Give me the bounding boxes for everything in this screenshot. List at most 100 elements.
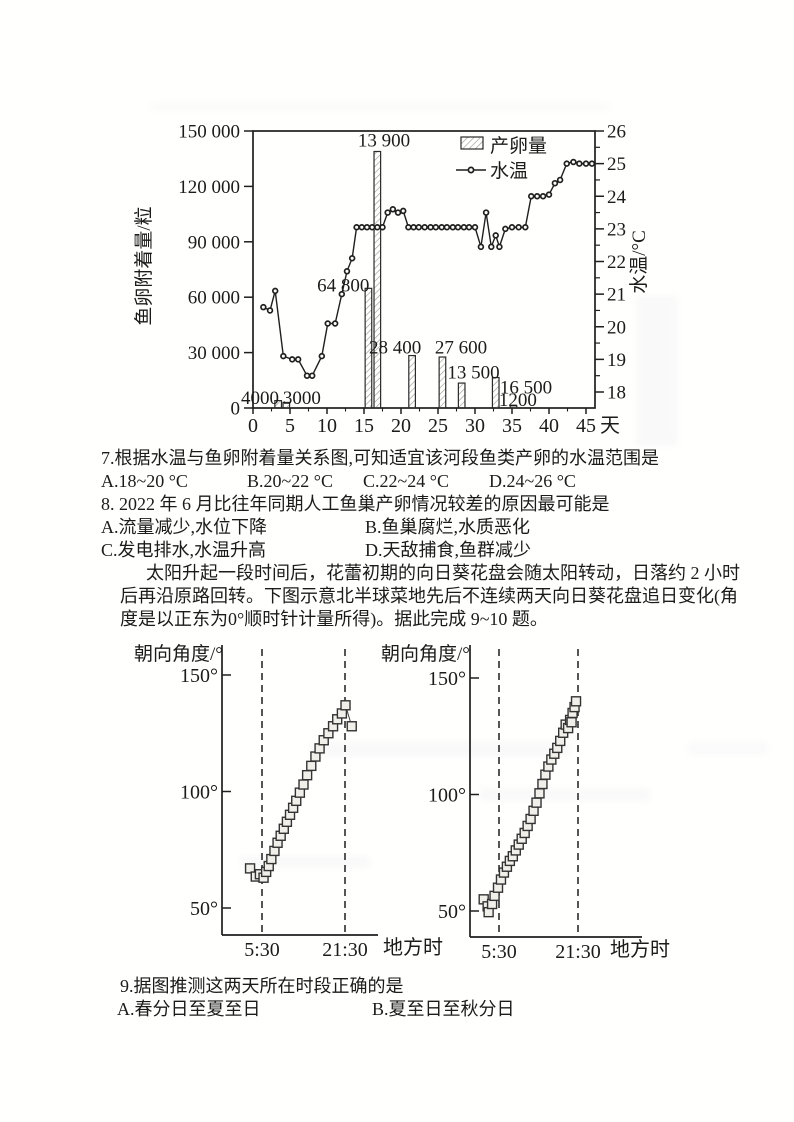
water-temperature-point bbox=[415, 223, 423, 231]
water-temperature-point bbox=[427, 223, 434, 231]
bar-value-label: 13 900 bbox=[358, 131, 410, 152]
water-temperature-point bbox=[363, 223, 371, 231]
water-temperature-point bbox=[488, 243, 495, 251]
water-temperature-point bbox=[399, 207, 407, 215]
legend-line-label: 水温 bbox=[490, 160, 528, 182]
water-temperature-point bbox=[449, 223, 457, 231]
x-axis-title: 地方时 bbox=[383, 936, 443, 959]
water-temperature-point bbox=[303, 372, 311, 379]
water-temperature-point bbox=[288, 356, 296, 363]
y-axis-tick-label: 100° bbox=[180, 782, 218, 804]
y-axis-title: 朝向角度/° bbox=[381, 643, 470, 665]
egg-temperature-chart: 150 000 120 000 90 000 60 000 30 000 0 26 25 24 2… bbox=[133, 122, 650, 438]
water-temperature-point bbox=[515, 223, 522, 231]
question-9-stem: 9.据图推测这两天所在时段正确的是 bbox=[120, 976, 404, 996]
right-axis-tick-label: 22 bbox=[607, 252, 626, 273]
scatter-square-point bbox=[537, 778, 548, 790]
water-temperature-point bbox=[405, 223, 412, 231]
bar-value-label: 4000 bbox=[241, 388, 279, 409]
scan-smudge bbox=[480, 788, 650, 801]
water-temperature-point bbox=[477, 243, 485, 251]
scan-smudge bbox=[150, 103, 610, 110]
bar-value-label: 28 400 bbox=[369, 338, 421, 359]
question-9-option-b: B.夏至日至秋分日 bbox=[372, 999, 515, 1019]
water-temperature-point bbox=[368, 223, 376, 231]
scatter-square-point bbox=[346, 721, 357, 732]
bar-value-label: 3000 bbox=[283, 388, 321, 409]
water-temperature-point bbox=[358, 223, 366, 231]
water-temperature-point bbox=[384, 209, 391, 216]
water-temperature-point bbox=[410, 223, 417, 231]
egg-bar bbox=[364, 287, 373, 409]
bar-value-label: 13 500 bbox=[447, 362, 499, 383]
x-axis-tick-label: 25 bbox=[428, 415, 448, 437]
right-axis-tick-label: 21 bbox=[607, 285, 626, 306]
scatter-square-point bbox=[534, 788, 545, 799]
water-temperature-point bbox=[308, 372, 316, 379]
question-7-option-d: D.24~26 °C bbox=[489, 471, 576, 491]
water-temperature-point bbox=[260, 303, 267, 311]
passage-line-2: 后再沿原路回转。下图示意北半球菜地先后不连续两天向日葵花盘追日变化(角 bbox=[120, 586, 738, 606]
water-temperature-point bbox=[545, 191, 553, 198]
sunflower-scatter-charts: 150°100°50°5:30 21:30 地方时朝向角度/°150°100°50°… bbox=[134, 643, 670, 963]
water-temperature-point bbox=[394, 209, 402, 216]
egg-bar bbox=[282, 401, 291, 409]
water-temperature-point bbox=[454, 223, 462, 231]
right-axis-tick-label: 24 bbox=[607, 187, 627, 208]
passage-line-1: 太阳升起一段时间后，花蕾初期的向日葵花盘会随太阳转动，日落约 2 小时 bbox=[146, 563, 740, 583]
y-axis-tick-label: 150° bbox=[180, 665, 218, 687]
legend-bar-label: 产卵量 bbox=[490, 135, 547, 157]
scan-smudge bbox=[688, 742, 768, 755]
y-axis-tick-label: 50° bbox=[190, 898, 218, 920]
left-axis-tick-label: 30 000 bbox=[188, 343, 240, 364]
water-temperature-point bbox=[343, 268, 351, 275]
right-axis-tick-label: 18 bbox=[607, 383, 626, 404]
left-axis-tick-label: 150 000 bbox=[178, 122, 240, 143]
x-axis-tick-label: 45 bbox=[576, 415, 596, 437]
water-temperature-point bbox=[570, 158, 577, 166]
right-axis-tick-label: 20 bbox=[607, 317, 626, 338]
question-7-option-a: A.18~20 °C bbox=[101, 471, 188, 491]
y-axis-title: 朝向角度/° bbox=[134, 643, 223, 665]
egg-bar bbox=[438, 356, 447, 409]
water-temperature-point bbox=[460, 223, 468, 231]
water-temperature-point bbox=[266, 307, 274, 314]
scatter-square-point bbox=[570, 696, 582, 707]
scatter-square-point bbox=[298, 779, 309, 790]
scatter-square-point bbox=[244, 863, 256, 874]
left-axis-tick-label: 90 000 bbox=[188, 232, 240, 253]
x-axis-tick-label: 20 bbox=[391, 415, 411, 437]
water-temperature-point bbox=[374, 223, 381, 231]
water-temperature-point bbox=[443, 223, 451, 231]
question-7-option-c: C.22~24 °C bbox=[363, 471, 449, 491]
water-temperature-point bbox=[527, 193, 535, 200]
water-temperature-point bbox=[324, 320, 331, 327]
water-temperature-point bbox=[508, 223, 516, 231]
egg-bar bbox=[373, 150, 382, 409]
x-axis-tick-label: 5:30 bbox=[244, 939, 280, 961]
left-axis-title: 鱼卵附着量/粒 bbox=[133, 206, 155, 325]
legend-line-dot bbox=[467, 166, 475, 174]
water-temperature-point bbox=[502, 225, 509, 233]
x-axis-tick-label: 21:30 bbox=[555, 941, 601, 963]
water-temperature-point bbox=[582, 160, 590, 167]
scan-smudge bbox=[636, 296, 678, 446]
water-temperature-point bbox=[588, 160, 596, 167]
water-temperature-point bbox=[533, 193, 541, 200]
y-axis-tick-label: 150° bbox=[428, 668, 466, 690]
water-temperature-point bbox=[379, 223, 386, 231]
question-7-stem: 7.根据水温与鱼卵附着量关系图,可知适宜该河段鱼类产卵的水温范围是 bbox=[101, 448, 659, 468]
water-temperature-point bbox=[294, 356, 302, 363]
water-temperature-point bbox=[492, 232, 499, 239]
scatter-square-point bbox=[306, 760, 317, 772]
water-temperature-point bbox=[522, 223, 529, 231]
water-temperature-point bbox=[438, 223, 445, 231]
question-8-option-c: C.发电排水,水温升高 bbox=[101, 540, 267, 560]
water-temperature-point bbox=[421, 223, 428, 231]
water-temperature-point bbox=[471, 223, 479, 231]
x-axis-tick-label: 5 bbox=[285, 415, 295, 437]
water-temperature-point bbox=[563, 160, 571, 167]
water-temperature-point bbox=[389, 206, 397, 213]
plot-frame bbox=[252, 130, 596, 409]
